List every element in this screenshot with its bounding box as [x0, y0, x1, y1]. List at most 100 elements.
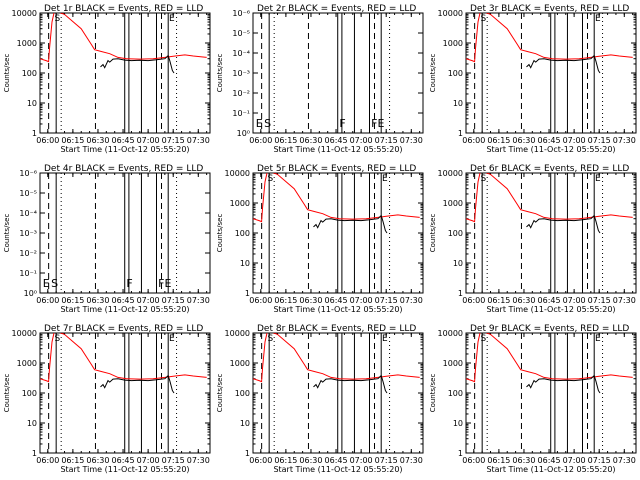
y-tick-label: 10000 — [225, 329, 250, 338]
panel-title: Det 5r BLACK = Events, RED = LLD — [257, 164, 416, 174]
x-tick-label: 07:30 — [400, 296, 423, 305]
y-tick-label: 10⁻¹ — [19, 269, 37, 278]
x-tick-label: 06:00 — [462, 456, 485, 465]
x-tick-label: 06:30 — [86, 296, 109, 305]
y-tick-label: 10⁰ — [237, 129, 250, 138]
y-tick-label: 10⁻¹ — [232, 109, 250, 118]
marker-letter: F — [126, 277, 132, 290]
x-tick-label: 07:15 — [162, 136, 185, 145]
lld-series-red — [40, 333, 207, 383]
x-tick-label: 06:15 — [61, 296, 84, 305]
x-tick-label: 07:15 — [162, 456, 185, 465]
x-tick-label: 07:30 — [187, 296, 210, 305]
y-axis-label: Counts/sec — [216, 214, 224, 253]
y-tick-label: 10 — [240, 419, 250, 428]
y-tick-label: 10000 — [438, 9, 463, 18]
y-tick-label: 100 — [448, 389, 463, 398]
events-series-black — [526, 214, 601, 234]
x-tick-label: 07:00 — [350, 296, 373, 305]
panel-title: Det 9r BLACK = Events, RED = LLD — [470, 324, 629, 334]
y-tick-label: 10⁻² — [232, 89, 250, 98]
x-tick-label: 06:30 — [299, 296, 322, 305]
marker-letter: S — [480, 174, 486, 184]
marker-lines — [48, 13, 178, 133]
marker-letter: S — [267, 334, 273, 344]
x-tick-label: 07:30 — [400, 136, 423, 145]
x-tick-label: 07:00 — [350, 136, 373, 145]
panel-title: Det 3r BLACK = Events, RED = LLD — [470, 4, 629, 14]
y-tick-label: 1000 — [230, 199, 250, 208]
x-tick-label: 06:15 — [274, 136, 297, 145]
x-tick-label: 06:00 — [249, 456, 272, 465]
marker-lines — [261, 13, 391, 133]
y-axis-label: Counts/sec — [216, 54, 224, 93]
x-tick-label: 07:15 — [588, 296, 611, 305]
marker-letter: S — [480, 334, 486, 344]
y-tick-label: 10000 — [438, 329, 463, 338]
x-tick-label: 06:00 — [462, 296, 485, 305]
y-tick-label: 1 — [245, 449, 250, 458]
x-tick-label: 06:15 — [61, 136, 84, 145]
lld-series-red — [466, 13, 633, 63]
y-tick-label: 100 — [448, 69, 463, 78]
x-tick-label: 07:30 — [613, 456, 636, 465]
marker-letter: E — [595, 334, 601, 344]
y-tick-label: 1000 — [443, 359, 463, 368]
marker-letter: S — [267, 174, 273, 184]
y-tick-label: 1 — [32, 449, 37, 458]
x-tick-label: 07:00 — [563, 456, 586, 465]
x-axis-label: Start Time (11-Oct-12 05:55:20) — [60, 145, 189, 154]
x-tick-label: 06:30 — [299, 456, 322, 465]
x-tick-label: 07:15 — [162, 296, 185, 305]
y-tick-label: 1000 — [443, 39, 463, 48]
x-tick-label: 07:00 — [563, 296, 586, 305]
y-tick-label: 10⁻⁵ — [232, 29, 250, 38]
panel-title: Det 7r BLACK = Events, RED = LLD — [44, 324, 203, 334]
x-tick-label: 07:15 — [375, 296, 398, 305]
y-tick-label: 10 — [453, 99, 463, 108]
events-series-black — [526, 54, 601, 74]
x-tick-label: 06:45 — [112, 136, 135, 145]
y-axis-label: Counts/sec — [3, 374, 11, 413]
x-axis-label: Start Time (11-Oct-12 05:55:20) — [486, 465, 615, 474]
x-tick-label: 07:15 — [588, 136, 611, 145]
lld-series-red — [253, 173, 420, 223]
y-tick-label: 1 — [245, 289, 250, 298]
y-tick-label: 10000 — [225, 169, 250, 178]
y-tick-label: 100 — [235, 229, 250, 238]
y-tick-label: 10⁻⁶ — [19, 169, 37, 178]
x-tick-label: 07:30 — [400, 456, 423, 465]
events-series-black — [313, 214, 388, 234]
x-tick-label: 06:15 — [61, 456, 84, 465]
x-axis-label: Start Time (11-Oct-12 05:55:20) — [273, 465, 402, 474]
y-tick-label: 100 — [235, 389, 250, 398]
marker-lines — [48, 333, 178, 453]
x-tick-label: 06:15 — [487, 136, 510, 145]
x-tick-label: 06:00 — [249, 136, 272, 145]
events-series-black — [313, 374, 388, 394]
marker-letter: E — [169, 334, 175, 344]
y-axis-label: Counts/sec — [429, 374, 437, 413]
marker-lines — [474, 13, 604, 133]
x-tick-label: 06:45 — [538, 456, 561, 465]
x-tick-label: 06:30 — [512, 296, 535, 305]
x-tick-label: 06:45 — [325, 456, 348, 465]
y-tick-label: 10000 — [12, 9, 37, 18]
lld-series-red — [40, 13, 207, 63]
x-axis-label: Start Time (11-Oct-12 05:55:20) — [60, 305, 189, 314]
marker-letter: FE — [158, 277, 171, 290]
lld-series-red — [466, 173, 633, 223]
x-tick-label: 07:15 — [588, 456, 611, 465]
panel-title: Det 1r BLACK = Events, RED = LLD — [44, 4, 203, 14]
marker-letter: FE — [371, 117, 384, 130]
y-tick-label: 1 — [458, 449, 463, 458]
y-axis-label: Counts/sec — [429, 54, 437, 93]
